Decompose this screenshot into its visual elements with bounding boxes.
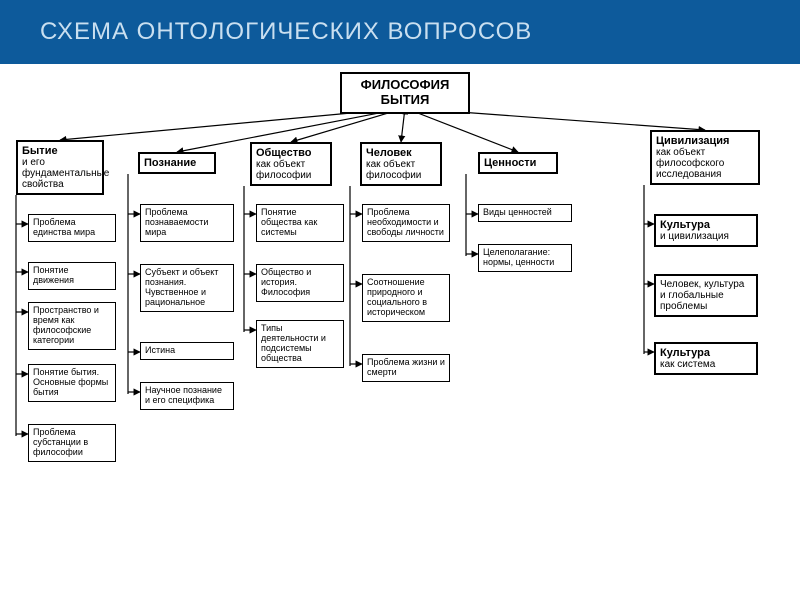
item-c1-3: Научное познание и его специфика <box>140 382 234 410</box>
item-c5-1: Человек, культура и глобальные проблемы <box>654 274 758 317</box>
item-c2-1: Общество и история. Философия <box>256 264 344 302</box>
item-c0-0: Проблема единства мира <box>28 214 116 242</box>
page-title: СХЕМА ОНТОЛОГИЧЕСКИХ ВОПРОСОВ <box>0 0 800 64</box>
category-c5: Цивилизациякак объект философского иссле… <box>650 130 760 185</box>
item-c5-0: Культураи цивилизация <box>654 214 758 247</box>
category-c0: Бытиеи его фундаментальные свойства <box>16 140 104 195</box>
item-c5-2: Культуракак система <box>654 342 758 375</box>
item-c3-0: Проблема необходимости и свободы личност… <box>362 204 450 242</box>
category-c4: Ценности <box>478 152 558 174</box>
item-c4-0: Виды ценностей <box>478 204 572 222</box>
item-c0-1: Понятие движения <box>28 262 116 290</box>
item-c4-1: Целеполагание: нормы, ценности <box>478 244 572 272</box>
item-c1-0: Проблема познаваемости мира <box>140 204 234 242</box>
item-c0-4: Проблема субстанции в философии <box>28 424 116 462</box>
diagram-canvas: ФИЛОСОФИЯБЫТИЯ Бытиеи его фундаментальные… <box>0 64 800 600</box>
item-c0-2: Пространство и время как философские кат… <box>28 302 116 350</box>
item-c2-2: Типы деятельности и подсистемы общества <box>256 320 344 368</box>
item-c3-2: Проблема жизни и смерти <box>362 354 450 382</box>
item-c0-3: Понятие бытия. Основные формы бытия <box>28 364 116 402</box>
item-c1-1: Субъект и объект познания. Чувственное и… <box>140 264 234 312</box>
category-c2: Обществокак объект философии <box>250 142 332 186</box>
category-c1: Познание <box>138 152 216 174</box>
root-node: ФИЛОСОФИЯБЫТИЯ <box>340 72 470 114</box>
item-c2-0: Понятие общества как системы <box>256 204 344 242</box>
item-c1-2: Истина <box>140 342 234 360</box>
item-c3-1: Соотношение природного и социального в и… <box>362 274 450 322</box>
category-c3: Человеккак объект философии <box>360 142 442 186</box>
